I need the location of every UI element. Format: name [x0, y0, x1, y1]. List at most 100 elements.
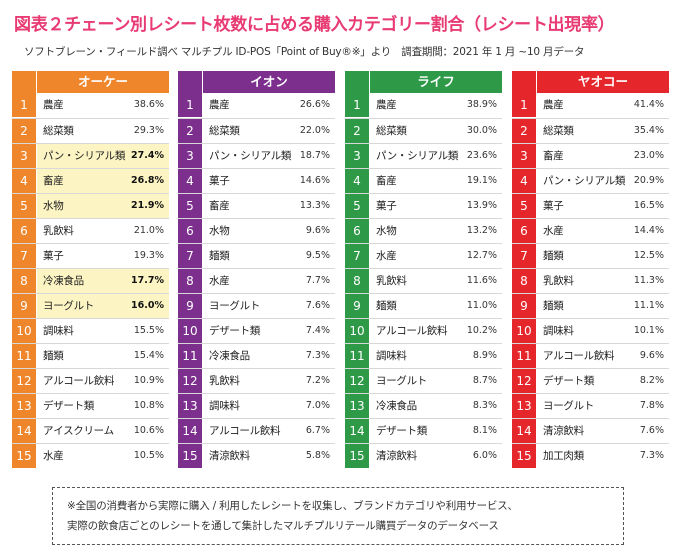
share-value: 7.2% — [305, 375, 330, 386]
rank-number: 9 — [512, 294, 536, 318]
share-value: 29.3% — [133, 125, 164, 136]
rank-number: 12 — [345, 369, 369, 393]
table-row: 1 農産 26.6% — [178, 93, 335, 118]
share-value: 8.9% — [472, 350, 497, 361]
category-label: 畜産 — [209, 200, 230, 212]
share-value: 19.3% — [133, 250, 164, 261]
chain-rows: 1 農産 41.4% 2 総菜類 35.4% 3 畜産 23.0% 4 パン・シリアル類 20.9% 5… — [512, 93, 669, 468]
rank-number: 4 — [512, 169, 536, 193]
share-value: 16.5% — [633, 200, 664, 211]
table-row: 15 水産 10.5% — [12, 443, 169, 468]
chain-header-swatch — [345, 71, 369, 93]
share-value: 15.4% — [133, 350, 164, 361]
rank-number: 12 — [178, 369, 202, 393]
rank-number: 5 — [512, 194, 536, 218]
share-value: 11.0% — [466, 300, 497, 311]
chain-name: イオン — [203, 71, 335, 93]
share-value: 7.4% — [305, 325, 330, 336]
table-row: 2 総菜類 29.3% — [12, 118, 169, 143]
rank-number: 2 — [12, 119, 36, 143]
rank-number: 6 — [178, 219, 202, 243]
rank-number: 10 — [12, 319, 36, 343]
category-label: 調味料 — [376, 350, 407, 362]
table-row: 5 菓子 16.5% — [512, 193, 669, 218]
category-label: アルコール飲料 — [209, 425, 281, 437]
share-value: 7.7% — [305, 275, 330, 286]
share-value: 18.7% — [299, 150, 330, 161]
category-label: 菓子 — [43, 250, 64, 262]
table-row: 5 菓子 13.9% — [345, 193, 502, 218]
category-label: アイスクリーム — [43, 425, 114, 437]
table-row: 2 総菜類 30.0% — [345, 118, 502, 143]
category-label: アルコール飲料 — [376, 325, 448, 337]
chain-table: オーケー 1 農産 38.6% 2 総菜類 29.3% 3 パン・シリアル類 27.4% 4 畜産 26… — [12, 71, 169, 468]
rank-number: 13 — [178, 394, 202, 418]
rank-number: 9 — [345, 294, 369, 318]
share-value: 21.0% — [133, 225, 164, 236]
table-row: 11 調味料 8.9% — [345, 343, 502, 368]
table-row: 7 水産 12.7% — [345, 243, 502, 268]
table-row: 7 麺類 9.5% — [178, 243, 335, 268]
share-value: 13.3% — [299, 200, 330, 211]
share-value: 8.1% — [472, 425, 497, 436]
share-value: 14.6% — [299, 175, 330, 186]
category-label: 麺類 — [376, 300, 397, 312]
chain-header: イオン — [178, 71, 335, 93]
category-label: 調味料 — [543, 325, 574, 337]
rank-number: 11 — [178, 344, 202, 368]
rank-number: 13 — [512, 394, 536, 418]
category-label: 調味料 — [43, 325, 74, 337]
table-row: 3 畜産 23.0% — [512, 143, 669, 168]
category-label: アルコール飲料 — [43, 375, 115, 387]
table-row: 6 水物 13.2% — [345, 218, 502, 243]
share-value: 22.0% — [299, 125, 330, 136]
rank-number: 6 — [512, 219, 536, 243]
rank-number: 7 — [178, 244, 202, 268]
category-label: 冷凍食品 — [376, 400, 417, 412]
share-value: 7.3% — [305, 350, 330, 361]
chain-header-swatch — [512, 71, 536, 93]
rank-number: 4 — [12, 169, 36, 193]
table-row: 1 農産 41.4% — [512, 93, 669, 118]
table-row: 4 畜産 26.8% — [12, 168, 169, 193]
table-row: 11 アルコール飲料 9.6% — [512, 343, 669, 368]
rank-number: 14 — [178, 419, 202, 443]
chain-rows: 1 農産 38.9% 2 総菜類 30.0% 3 パン・シリアル類 23.6% 4 畜産 19.1% 5… — [345, 93, 502, 468]
share-value: 30.0% — [466, 125, 497, 136]
category-label: 水物 — [43, 200, 64, 212]
table-row: 13 ヨーグルト 7.8% — [512, 393, 669, 418]
category-label: 麺類 — [543, 250, 564, 262]
rank-number: 15 — [345, 444, 369, 468]
share-value: 7.0% — [305, 400, 330, 411]
rank-number: 2 — [178, 119, 202, 143]
share-value: 8.3% — [472, 400, 497, 411]
rank-number: 3 — [12, 144, 36, 168]
table-row: 10 調味料 15.5% — [12, 318, 169, 343]
share-value: 26.8% — [131, 175, 164, 186]
rank-number: 1 — [512, 93, 536, 117]
category-label: 総菜類 — [209, 125, 240, 137]
chain-header: ヤオコー — [512, 71, 669, 93]
table-row: 5 畜産 13.3% — [178, 193, 335, 218]
category-label: 水産 — [43, 450, 64, 462]
share-value: 35.4% — [633, 125, 664, 136]
table-row: 9 麺類 11.0% — [345, 293, 502, 318]
row-highlight — [37, 269, 169, 293]
share-value: 20.9% — [633, 175, 664, 186]
share-value: 19.1% — [466, 175, 497, 186]
rank-number: 15 — [512, 444, 536, 468]
chain-table: ライフ 1 農産 38.9% 2 総菜類 30.0% 3 パン・シリアル類 23.6% 4 畜産 19.… — [345, 71, 502, 468]
table-row: 4 パン・シリアル類 20.9% — [512, 168, 669, 193]
share-value: 6.0% — [472, 450, 497, 461]
share-value: 9.6% — [305, 225, 330, 236]
category-label: パン・シリアル類 — [43, 150, 126, 162]
category-label: 水産 — [376, 250, 397, 262]
table-row: 10 調味料 10.1% — [512, 318, 669, 343]
rank-number: 8 — [12, 269, 36, 293]
table-row: 15 加工肉類 7.3% — [512, 443, 669, 468]
share-value: 7.8% — [639, 400, 664, 411]
category-label: 冷凍食品 — [209, 350, 250, 362]
category-label: 乳飲料 — [43, 225, 74, 237]
chain-header: オーケー — [12, 71, 169, 93]
share-value: 23.0% — [633, 150, 664, 161]
